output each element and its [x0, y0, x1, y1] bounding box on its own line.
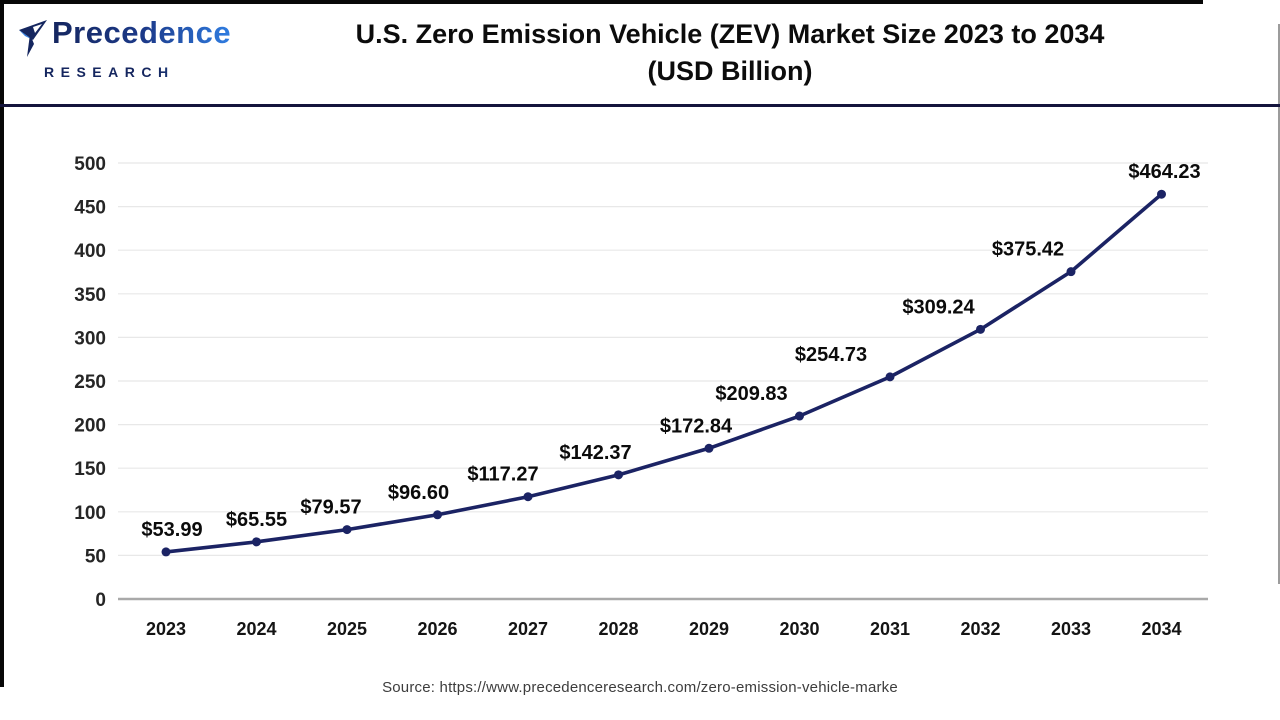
data-point-marker	[252, 537, 261, 547]
y-tick-label: 50	[85, 546, 106, 567]
chart-title-line1: U.S. Zero Emission Vehicle (ZEV) Market …	[355, 19, 1105, 49]
data-point-marker	[1157, 189, 1166, 199]
data-point-label: $209.83	[715, 383, 787, 405]
data-point-label: $172.84	[660, 415, 733, 437]
data-point-marker	[704, 443, 714, 453]
x-tick-label: 2026	[417, 619, 457, 639]
chart-title: U.S. Zero Emission Vehicle (ZEV) Market …	[220, 16, 1240, 90]
source-attribution: Source: https://www.precedenceresearch.c…	[382, 679, 898, 696]
x-tick-label: 2031	[870, 619, 910, 639]
data-point-marker	[161, 547, 171, 557]
x-tick-label: 2028	[598, 619, 638, 639]
data-point-label: $79.57	[300, 497, 361, 519]
y-tick-label: 500	[74, 154, 106, 175]
data-point-label: $117.27	[467, 464, 538, 486]
data-point-label: $309.24	[902, 296, 975, 318]
x-tick-label: 2029	[689, 619, 729, 639]
data-point-label: $464.23	[1128, 161, 1200, 183]
precedence-research-logo: Precedence RESEARCH	[16, 16, 231, 80]
data-point-marker	[342, 525, 352, 535]
data-point-marker	[1066, 267, 1076, 277]
data-point-label: $96.60	[388, 482, 449, 504]
data-point-marker	[433, 510, 442, 520]
logo-wordmark: Precedence	[52, 15, 232, 50]
data-point-marker	[885, 372, 895, 382]
data-point-label: $65.55	[226, 509, 287, 531]
x-tick-label: 2025	[327, 619, 367, 639]
data-point-label: $53.99	[141, 519, 202, 541]
y-tick-label: 100	[74, 503, 106, 524]
frame-border-left	[0, 0, 4, 687]
y-tick-label: 200	[74, 416, 106, 437]
data-point-label: $254.73	[795, 344, 867, 366]
x-tick-label: 2033	[1051, 619, 1091, 639]
x-tick-label: 2030	[779, 619, 819, 639]
y-tick-label: 450	[74, 198, 106, 219]
x-tick-label: 2032	[960, 619, 1000, 639]
y-tick-label: 150	[74, 459, 106, 480]
x-tick-label: 2023	[146, 619, 186, 639]
header-divider	[0, 104, 1280, 107]
data-point-marker	[614, 470, 623, 480]
x-tick-label: 2027	[508, 619, 548, 639]
x-tick-label: 2024	[236, 619, 276, 639]
data-point-marker	[523, 492, 533, 502]
y-tick-label: 350	[74, 285, 106, 306]
series-line	[164, 192, 1164, 554]
data-point-label: $375.42	[992, 239, 1064, 261]
logo-subtitle: RESEARCH	[44, 64, 231, 80]
y-tick-label: 300	[74, 328, 106, 349]
paper-plane-logo-icon	[16, 18, 50, 63]
data-point-marker	[795, 411, 804, 421]
data-point-label: $142.37	[559, 442, 631, 464]
y-tick-label: 0	[95, 590, 106, 611]
x-tick-label: 2034	[1141, 619, 1181, 639]
y-tick-label: 250	[74, 372, 106, 393]
y-tick-label: 400	[74, 241, 106, 262]
frame-border-right	[1278, 24, 1280, 584]
frame-border-top	[0, 0, 1203, 4]
data-point-marker	[976, 324, 985, 334]
chart-title-line2: (USD Billion)	[647, 56, 813, 86]
